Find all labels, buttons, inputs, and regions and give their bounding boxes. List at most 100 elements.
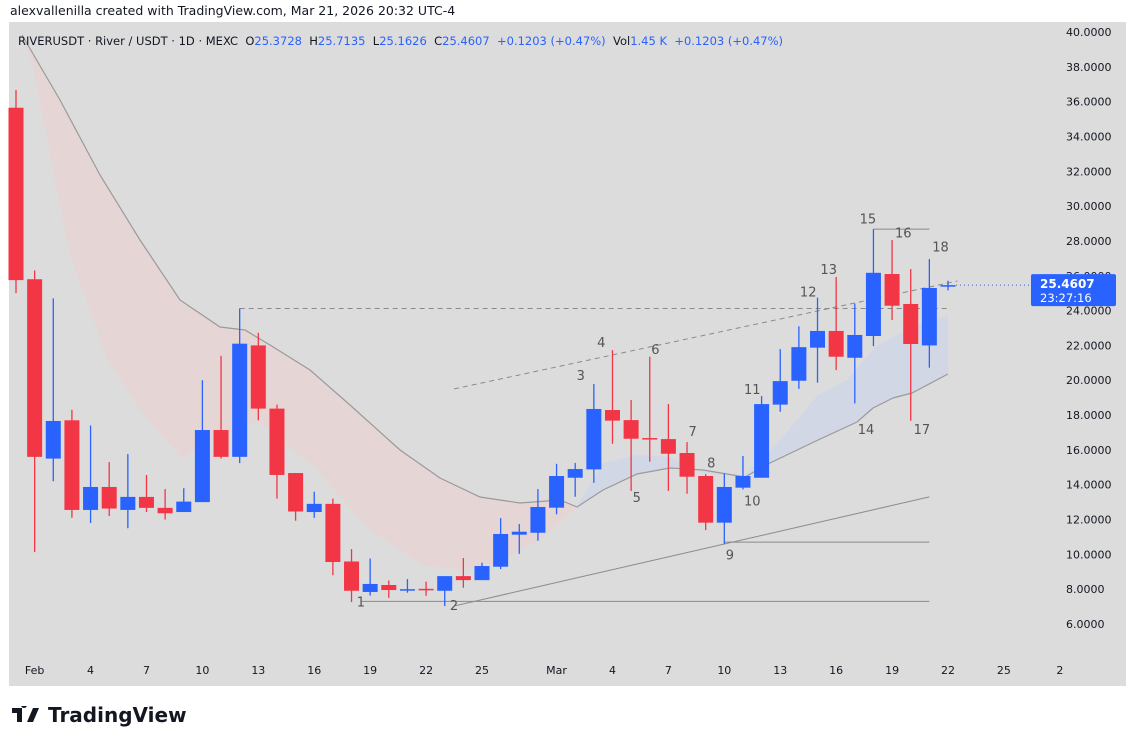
candle [399, 579, 415, 593]
candle-body [810, 330, 826, 348]
legend-low: 25.1626 [379, 34, 427, 48]
candle [27, 270, 43, 553]
candle-body [828, 330, 844, 357]
candle [194, 380, 210, 503]
candle-body [567, 469, 583, 478]
candle-body [101, 486, 117, 509]
price-tag [1031, 274, 1116, 307]
y-tick-label: 16.0000 [1066, 444, 1112, 457]
candle-body [716, 486, 732, 523]
tradingview-logo[interactable]: TradingView [12, 703, 187, 727]
y-tick-label: 8.0000 [1066, 583, 1105, 596]
candle [791, 326, 807, 389]
candle-body [27, 279, 43, 457]
bearish-band [22, 35, 577, 570]
candle-body [8, 107, 24, 281]
legend-symbol[interactable]: RIVERUSDT · River / USDT · 1D · MEXC [18, 34, 239, 48]
wave-label: 9 [726, 549, 734, 564]
wave-label: 16 [895, 226, 912, 241]
candle-body [455, 576, 471, 581]
candle [288, 473, 304, 521]
candle-body [642, 438, 658, 440]
candle-body [64, 420, 80, 510]
legend-volume-change: +0.1203 (+0.47%) [674, 34, 783, 48]
candle [828, 276, 844, 371]
candle-body [660, 439, 676, 454]
x-tick-label: 2 [1056, 664, 1063, 677]
candle-body [474, 566, 490, 581]
y-tick-label: 40.0000 [1066, 26, 1112, 39]
candle-body [586, 408, 602, 470]
x-tick-label: 19 [885, 664, 899, 677]
legend-volume: 1.45 K [630, 34, 668, 48]
y-tick-label: 32.0000 [1066, 165, 1112, 178]
legend-open: 25.3728 [254, 34, 302, 48]
candle-body [735, 476, 751, 488]
price-tag-countdown: 23:27:16 [1040, 291, 1092, 305]
candle-body [325, 503, 341, 563]
candle [8, 89, 24, 294]
candle-body [399, 589, 415, 591]
candle-body [120, 496, 136, 510]
candle [232, 308, 248, 464]
candle [511, 524, 527, 554]
rising-trendline [453, 496, 930, 607]
candle [101, 462, 117, 517]
candle [642, 356, 658, 462]
candle-body [83, 486, 99, 510]
candle [45, 298, 61, 482]
candle [120, 454, 136, 529]
tradingview-logo-icon [12, 706, 39, 722]
x-tick-label: 16 [307, 664, 321, 677]
x-tick-label: 4 [87, 664, 94, 677]
candle [325, 498, 341, 576]
legend-high: 25.7135 [317, 34, 366, 48]
candle [269, 404, 285, 499]
candle-body [437, 576, 453, 591]
wave-label: 7 [688, 425, 696, 440]
candle [810, 297, 826, 383]
candle [940, 280, 956, 291]
candle-body [418, 588, 434, 591]
wave-label: 5 [633, 491, 641, 506]
candle [586, 384, 602, 483]
candle [660, 404, 676, 491]
y-tick-label: 38.0000 [1066, 61, 1112, 74]
candle [418, 581, 434, 596]
candle-body [194, 430, 210, 503]
candle [455, 558, 471, 588]
candle [735, 455, 751, 490]
candle [157, 489, 173, 520]
chart-credit: alexvallenilla created with TradingView.… [10, 3, 456, 18]
candle [903, 268, 919, 421]
x-tick-label: 22 [941, 664, 955, 677]
x-tick-label: 7 [143, 664, 150, 677]
candle [138, 474, 154, 513]
legend-change: +0.1203 (+0.47%) [497, 34, 606, 48]
wave-label: 6 [651, 343, 659, 358]
upper-trend-dashed-line [453, 280, 958, 390]
candle [847, 303, 863, 404]
candle-body [306, 503, 322, 513]
wave-label: 2 [450, 599, 458, 614]
y-tick-label: 14.0000 [1066, 479, 1112, 492]
candle [64, 409, 80, 518]
candle [176, 488, 192, 513]
candle-body [176, 501, 192, 513]
candle-body [754, 404, 770, 478]
x-tick-label: 13 [251, 664, 265, 677]
moving-average-line [21, 34, 949, 508]
bullish-band [577, 316, 948, 507]
candle-body [511, 531, 527, 535]
x-tick-label: 19 [363, 664, 377, 677]
candle [250, 332, 266, 421]
candle [604, 350, 620, 444]
candle [306, 491, 322, 518]
wave-label: 3 [577, 369, 585, 384]
candle [865, 229, 881, 347]
candle [679, 442, 695, 494]
wave-label: 14 [858, 423, 875, 438]
y-tick-label: 34.0000 [1066, 130, 1112, 143]
y-tick-label: 20.0000 [1066, 374, 1112, 387]
